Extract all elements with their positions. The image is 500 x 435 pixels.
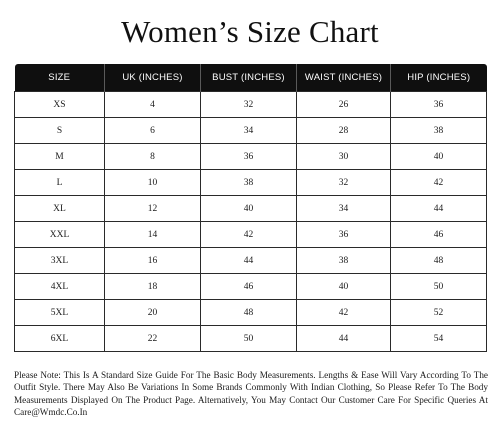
cell-size: XL [14,195,105,222]
cell-size: S [14,117,105,144]
header-bust: BUST (INCHES) [200,64,297,92]
size-guide-note: Please Note: This Is A Standard Size Gui… [14,370,488,418]
cell-waist: 28 [296,117,391,144]
cell-waist: 32 [296,169,391,196]
cell-size: 6XL [14,325,105,352]
cell-uk: 4 [104,91,201,118]
cell-waist: 36 [296,221,391,248]
header-size: SIZE [14,64,105,92]
cell-waist: 30 [296,143,391,170]
cell-uk: 22 [104,325,201,352]
table-body: XS 4 32 26 36 S 6 34 28 38 M 8 36 30 40 L 10 38 32 42 XL 12 40… [14,91,487,352]
table-row: M 8 36 30 40 [14,143,487,170]
cell-hip: 36 [390,91,487,118]
cell-bust: 44 [200,247,297,274]
cell-waist: 40 [296,273,391,300]
table-row: XXL 14 42 36 46 [14,221,487,248]
cell-waist: 44 [296,325,391,352]
cell-uk: 18 [104,273,201,300]
header-row: SIZE UK (INCHES) BUST (INCHES) WAIST (IN… [14,64,487,92]
table-row: XL 12 40 34 44 [14,195,487,222]
cell-bust: 32 [200,91,297,118]
cell-size: L [14,169,105,196]
cell-uk: 10 [104,169,201,196]
cell-size: XXL [14,221,105,248]
cell-hip: 44 [390,195,487,222]
cell-uk: 8 [104,143,201,170]
cell-hip: 48 [390,247,487,274]
cell-hip: 50 [390,273,487,300]
cell-bust: 42 [200,221,297,248]
cell-hip: 38 [390,117,487,144]
cell-uk: 16 [104,247,201,274]
cell-uk: 14 [104,221,201,248]
cell-size: 5XL [14,299,105,326]
cell-waist: 34 [296,195,391,222]
cell-size: XS [14,91,105,118]
table-row: 3XL 16 44 38 48 [14,247,487,274]
cell-waist: 42 [296,299,391,326]
cell-size: 3XL [14,247,105,274]
header-hip: HIP (INCHES) [390,64,487,92]
cell-hip: 52 [390,299,487,326]
cell-bust: 38 [200,169,297,196]
cell-hip: 46 [390,221,487,248]
table-header: SIZE UK (INCHES) BUST (INCHES) WAIST (IN… [14,64,487,92]
table-row: L 10 38 32 42 [14,169,487,196]
page-title: Women’s Size Chart [121,14,379,49]
table-row: S 6 34 28 38 [14,117,487,144]
cell-size: M [14,143,105,170]
cell-bust: 48 [200,299,297,326]
cell-bust: 46 [200,273,297,300]
cell-uk: 12 [104,195,201,222]
table-row: 6XL 22 50 44 54 [14,325,487,352]
table-row: XS 4 32 26 36 [14,91,487,118]
cell-size: 4XL [14,273,105,300]
cell-bust: 34 [200,117,297,144]
header-waist: WAIST (INCHES) [296,64,391,92]
header-uk: UK (INCHES) [104,64,201,92]
cell-uk: 20 [104,299,201,326]
cell-bust: 36 [200,143,297,170]
table-row: 5XL 20 48 42 52 [14,299,487,326]
cell-waist: 26 [296,91,391,118]
cell-bust: 40 [200,195,297,222]
cell-bust: 50 [200,325,297,352]
cell-hip: 42 [390,169,487,196]
size-chart-table: SIZE UK (INCHES) BUST (INCHES) WAIST (IN… [14,64,487,352]
cell-waist: 38 [296,247,391,274]
cell-hip: 40 [390,143,487,170]
table-row: 4XL 18 46 40 50 [14,273,487,300]
cell-hip: 54 [390,325,487,352]
cell-uk: 6 [104,117,201,144]
